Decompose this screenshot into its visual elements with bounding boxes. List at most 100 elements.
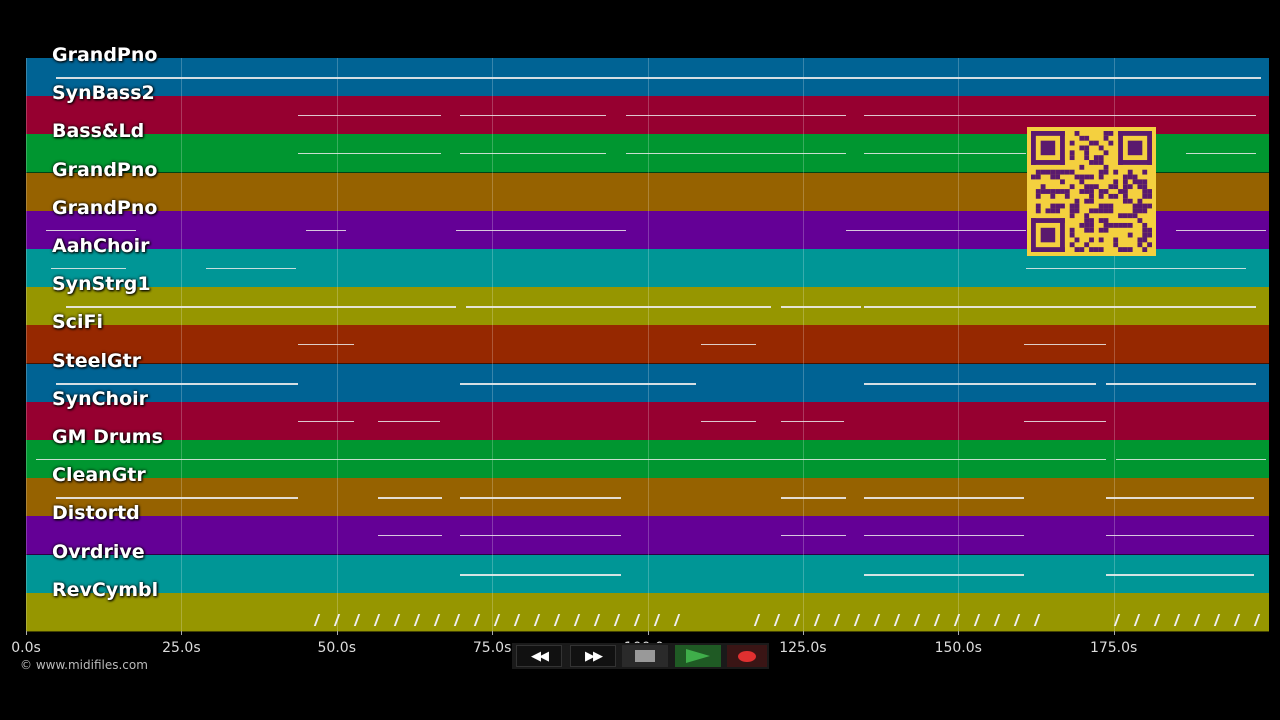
note-segment <box>460 497 621 500</box>
time-tick-mark <box>647 631 649 635</box>
time-tick-label: 150.0s <box>934 640 982 656</box>
note-segment <box>66 306 456 309</box>
note-segment <box>460 573 621 576</box>
note-segment <box>206 268 296 269</box>
note-segment <box>298 115 441 117</box>
note-segment <box>460 535 621 537</box>
time-tick-label: 50.0s <box>317 640 356 656</box>
copyright-text: © www.midifiles.com <box>20 658 148 672</box>
time-tick-label: 175.0s <box>1089 640 1138 656</box>
note-segment <box>56 497 298 500</box>
note-segment <box>46 229 136 231</box>
note-segment <box>1106 573 1254 576</box>
grid-line <box>1113 58 1115 631</box>
track-label: GrandPno <box>52 158 158 181</box>
note-segment <box>298 153 441 155</box>
track-label: AahChoir <box>52 235 150 257</box>
time-tick-mark <box>492 631 494 635</box>
track-label: RevCymbl <box>52 578 159 601</box>
track-label: SciFi <box>52 311 103 334</box>
note-segment <box>864 115 1256 117</box>
track-label: Distortd <box>52 502 140 525</box>
track-label: SynChoir <box>52 387 149 410</box>
note-segment <box>1186 153 1256 155</box>
fast-forward-icon: ▶▶ <box>585 648 603 664</box>
note-segment <box>864 306 1256 309</box>
time-tick-mark <box>802 631 804 635</box>
note-segment <box>36 459 1106 460</box>
rewind-button[interactable]: ◀◀ <box>516 645 562 667</box>
play-icon <box>686 649 710 663</box>
note-segment <box>1116 459 1266 460</box>
note-segment <box>864 535 1024 537</box>
track-label: Bass&Ld <box>52 120 145 143</box>
note-segment <box>378 420 440 422</box>
fast-forward-button[interactable]: ▶▶ <box>570 645 616 667</box>
note-segment <box>306 229 346 231</box>
time-tick-mark <box>181 631 183 635</box>
grid-line <box>26 58 27 631</box>
time-tick-label: 0.0s <box>11 640 41 656</box>
note-segment <box>1106 382 1256 385</box>
track-label: SynStrg1 <box>52 273 151 296</box>
track-label: GM Drums <box>52 426 163 448</box>
track-label: Ovrdrive <box>52 540 145 563</box>
note-segment <box>781 497 846 500</box>
qr-code-graphic <box>1031 131 1152 252</box>
note-segment <box>1176 229 1266 231</box>
time-tick-label: 25.0s <box>162 640 201 656</box>
note-segment <box>701 420 756 422</box>
rewind-icon: ◀◀ <box>531 648 549 664</box>
note-segment <box>781 306 861 309</box>
note-segment <box>701 344 756 346</box>
note-segment <box>1024 344 1106 346</box>
note-segment <box>298 420 354 422</box>
note-segment <box>626 115 846 117</box>
note-segment <box>781 420 844 422</box>
track-label: GrandPno <box>52 196 158 219</box>
note-segment <box>781 535 846 537</box>
note-segment <box>466 306 771 309</box>
record-icon <box>738 650 756 662</box>
track-label: GrandPno <box>52 44 158 66</box>
time-tick-mark <box>958 631 960 635</box>
note-segment <box>298 344 354 346</box>
time-tick-label: 125.0s <box>779 640 827 656</box>
grid-line <box>181 58 183 631</box>
note-segment <box>864 153 1026 155</box>
grid-line <box>647 58 649 631</box>
note-segment <box>56 77 1261 79</box>
note-segment <box>1106 497 1254 500</box>
time-tick-mark <box>336 631 338 635</box>
note-segment <box>1024 420 1106 422</box>
play-button[interactable] <box>675 645 721 667</box>
record-button[interactable] <box>727 645 767 667</box>
grid-line <box>958 58 960 631</box>
time-tick-mark <box>26 631 27 635</box>
note-segment <box>378 535 442 537</box>
note-segment <box>626 153 846 155</box>
note-segment <box>56 382 298 385</box>
note-segment <box>460 115 606 117</box>
stop-icon <box>635 650 655 662</box>
stop-button[interactable] <box>622 645 668 667</box>
note-segment <box>460 153 606 155</box>
track-lane[interactable] <box>26 592 1269 632</box>
note-segment <box>460 382 696 385</box>
note-segment <box>864 497 1024 500</box>
note-segment <box>1026 268 1246 269</box>
qr-code-icon <box>1027 127 1156 256</box>
track-label: CleanGtr <box>52 464 146 487</box>
note-segment <box>378 497 442 500</box>
note-segment <box>456 229 626 231</box>
grid-line <box>492 58 494 631</box>
track-label: SynBass2 <box>52 82 155 105</box>
time-tick-mark <box>1113 631 1115 635</box>
note-segment <box>51 268 126 269</box>
note-segment <box>864 382 1096 385</box>
note-segment <box>1106 535 1254 537</box>
transport-controls: ◀◀ ▶▶ <box>512 643 769 669</box>
note-segment <box>864 573 1024 576</box>
grid-line <box>802 58 804 631</box>
track-label: SteelGtr <box>52 349 142 372</box>
